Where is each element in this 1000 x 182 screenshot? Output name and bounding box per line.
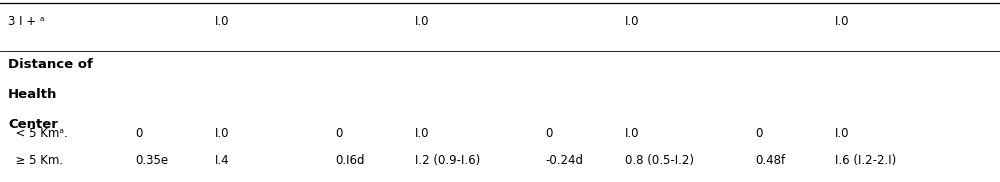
Text: I.0: I.0 — [215, 127, 230, 140]
Text: -0.24d: -0.24d — [545, 154, 583, 167]
Text: < 5 Kmᵃ.: < 5 Kmᵃ. — [8, 127, 68, 140]
Text: Center: Center — [8, 118, 58, 131]
Text: I.6 (I.2-2.I): I.6 (I.2-2.I) — [835, 154, 896, 167]
Text: 0: 0 — [135, 127, 142, 140]
Text: I.0: I.0 — [835, 127, 850, 140]
Text: 0.48f: 0.48f — [755, 154, 785, 167]
Text: ≥ 5 Km.: ≥ 5 Km. — [8, 154, 63, 167]
Text: I.0: I.0 — [835, 15, 850, 28]
Text: I.0: I.0 — [625, 15, 640, 28]
Text: 0.I6d: 0.I6d — [335, 154, 364, 167]
Text: 0: 0 — [335, 127, 342, 140]
Text: I.0: I.0 — [215, 15, 230, 28]
Text: I.0: I.0 — [415, 127, 430, 140]
Text: 0: 0 — [545, 127, 552, 140]
Text: 0: 0 — [755, 127, 762, 140]
Text: Distance of: Distance of — [8, 58, 93, 71]
Text: I.4: I.4 — [215, 154, 230, 167]
Text: I.0: I.0 — [625, 127, 640, 140]
Text: 0.35e: 0.35e — [135, 154, 168, 167]
Text: 3 I + ᵃ: 3 I + ᵃ — [8, 15, 44, 28]
Text: I.0: I.0 — [415, 15, 430, 28]
Text: I.2 (0.9-I.6): I.2 (0.9-I.6) — [415, 154, 480, 167]
Text: Health: Health — [8, 88, 57, 101]
Text: 0.8 (0.5-I.2): 0.8 (0.5-I.2) — [625, 154, 694, 167]
